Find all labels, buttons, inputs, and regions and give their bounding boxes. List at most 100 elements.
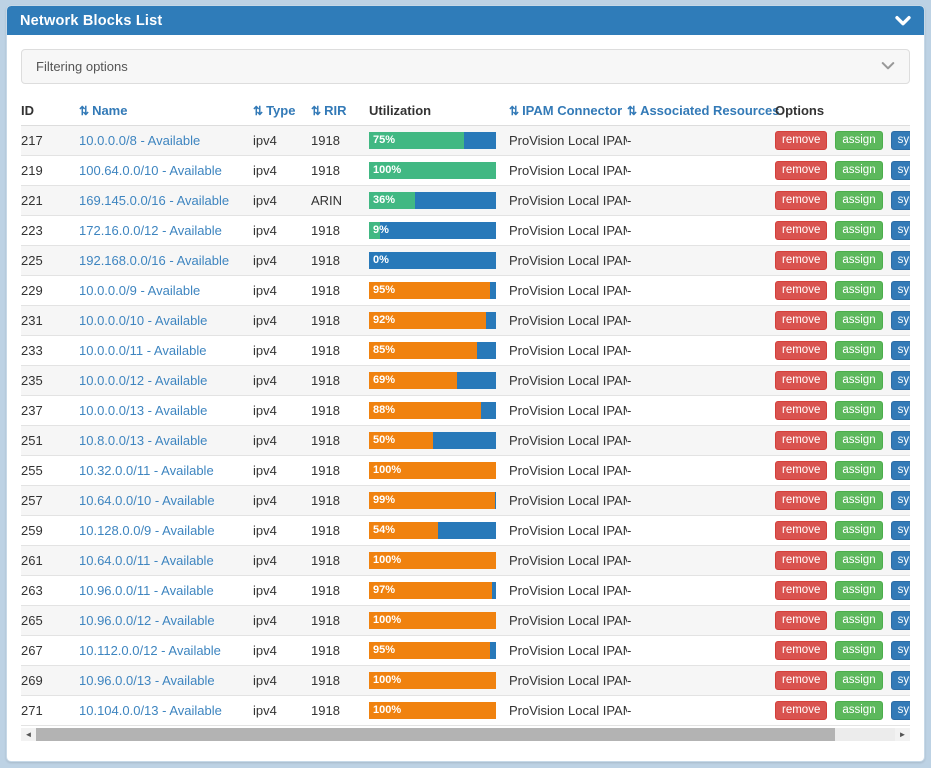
assign-button[interactable]: assign: [835, 521, 883, 540]
remove-button[interactable]: remove: [775, 221, 828, 240]
assign-button[interactable]: assign: [835, 461, 883, 480]
block-name-link[interactable]: 169.145.0.0/16 - Available: [79, 193, 230, 208]
remove-button[interactable]: remove: [775, 311, 828, 330]
block-name-link[interactable]: 10.104.0.0/13 - Available: [79, 703, 222, 718]
assign-button[interactable]: assign: [835, 341, 883, 360]
scrollbar-thumb[interactable]: [36, 728, 835, 741]
block-name-link[interactable]: 10.0.0.0/11 - Available: [79, 343, 207, 358]
block-name-link[interactable]: 100.64.0.0/10 - Available: [79, 163, 222, 178]
col-header-rir[interactable]: ⇅ RIR: [311, 97, 369, 126]
block-name-link[interactable]: 10.64.0.0/11 - Available: [79, 553, 214, 568]
utilization-fill: [369, 432, 433, 449]
assign-button[interactable]: assign: [835, 221, 883, 240]
block-name-link[interactable]: 10.0.0.0/13 - Available: [79, 403, 208, 418]
cell-id: 237: [21, 395, 79, 426]
block-name-link[interactable]: 10.128.0.0/9 - Available: [79, 523, 215, 538]
assign-button[interactable]: assign: [835, 431, 883, 450]
block-name-link[interactable]: 192.168.0.0/16 - Available: [79, 253, 230, 268]
remove-button[interactable]: remove: [775, 161, 828, 180]
block-name-link[interactable]: 10.0.0.0/8 - Available: [79, 133, 201, 148]
remove-button[interactable]: remove: [775, 281, 828, 300]
utilization-bar: 50%: [369, 432, 496, 449]
sync-button[interactable]: sync: [890, 431, 910, 450]
sync-button[interactable]: sync: [890, 371, 910, 390]
remove-button[interactable]: remove: [775, 251, 828, 270]
assign-button[interactable]: assign: [835, 251, 883, 270]
assign-button[interactable]: assign: [835, 581, 883, 600]
assign-button[interactable]: assign: [835, 611, 883, 630]
remove-button[interactable]: remove: [775, 401, 828, 420]
sync-button[interactable]: sync: [890, 641, 910, 660]
sync-button[interactable]: sync: [890, 521, 910, 540]
assign-button[interactable]: assign: [835, 491, 883, 510]
table-row: 231 10.0.0.0/10 - Available ipv4 1918 92…: [21, 305, 910, 336]
cell-type: ipv4: [253, 155, 311, 186]
block-name-link[interactable]: 10.112.0.0/12 - Available: [79, 643, 221, 658]
horizontal-scrollbar[interactable]: ◄ ►: [21, 728, 910, 741]
assign-button[interactable]: assign: [835, 311, 883, 330]
sync-button[interactable]: sync: [890, 341, 910, 360]
sync-button[interactable]: sync: [890, 311, 910, 330]
sync-button[interactable]: sync: [890, 551, 910, 570]
remove-button[interactable]: remove: [775, 461, 828, 480]
sync-button[interactable]: sync: [890, 401, 910, 420]
filtering-options-toggle[interactable]: Filtering options: [21, 49, 910, 84]
sync-button[interactable]: sync: [890, 161, 910, 180]
block-name-link[interactable]: 10.32.0.0/11 - Available: [79, 463, 214, 478]
assign-button[interactable]: assign: [835, 401, 883, 420]
remove-button[interactable]: remove: [775, 371, 828, 390]
remove-button[interactable]: remove: [775, 611, 828, 630]
assign-button[interactable]: assign: [835, 161, 883, 180]
sync-button[interactable]: sync: [890, 221, 910, 240]
sync-button[interactable]: sync: [890, 611, 910, 630]
sync-button[interactable]: sync: [890, 581, 910, 600]
assign-button[interactable]: assign: [835, 671, 883, 690]
remove-button[interactable]: remove: [775, 581, 828, 600]
remove-button[interactable]: remove: [775, 641, 828, 660]
assign-button[interactable]: assign: [835, 371, 883, 390]
col-header-ipam-connector[interactable]: ⇅ IPAM Connector: [509, 97, 627, 126]
sync-button[interactable]: sync: [890, 701, 910, 720]
block-name-link[interactable]: 10.0.0.0/9 - Available: [79, 283, 201, 298]
sync-button[interactable]: sync: [890, 251, 910, 270]
utilization-percent-label: 75%: [373, 134, 396, 146]
cell-rir: 1918: [311, 395, 369, 426]
remove-button[interactable]: remove: [775, 491, 828, 510]
assign-button[interactable]: assign: [835, 701, 883, 720]
remove-button[interactable]: remove: [775, 191, 828, 210]
sync-button[interactable]: sync: [890, 191, 910, 210]
remove-button[interactable]: remove: [775, 551, 828, 570]
remove-button[interactable]: remove: [775, 341, 828, 360]
block-name-link[interactable]: 10.8.0.0/13 - Available: [79, 433, 208, 448]
remove-button[interactable]: remove: [775, 431, 828, 450]
assign-button[interactable]: assign: [835, 191, 883, 210]
chevron-down-icon[interactable]: [895, 15, 911, 27]
assign-button[interactable]: assign: [835, 131, 883, 150]
sync-button[interactable]: sync: [890, 131, 910, 150]
assign-button[interactable]: assign: [835, 551, 883, 570]
remove-button[interactable]: remove: [775, 671, 828, 690]
remove-button[interactable]: remove: [775, 701, 828, 720]
sync-button[interactable]: sync: [890, 281, 910, 300]
col-header-name[interactable]: ⇅ Name: [79, 97, 253, 126]
block-name-link[interactable]: 10.0.0.0/10 - Available: [79, 313, 208, 328]
col-header-type[interactable]: ⇅ Type: [253, 97, 311, 126]
assign-button[interactable]: assign: [835, 641, 883, 660]
block-name-link[interactable]: 10.96.0.0/13 - Available: [79, 673, 215, 688]
block-name-link[interactable]: 10.0.0.0/12 - Available: [79, 373, 208, 388]
col-header-associated-resources[interactable]: ⇅ Associated Resources: [627, 97, 780, 126]
sync-button[interactable]: sync: [890, 491, 910, 510]
remove-button[interactable]: remove: [775, 131, 828, 150]
scroll-right-arrow-icon[interactable]: ►: [895, 728, 910, 741]
scroll-left-arrow-icon[interactable]: ◄: [21, 728, 36, 741]
block-name-link[interactable]: 10.96.0.0/11 - Available: [79, 583, 214, 598]
sync-button[interactable]: sync: [890, 671, 910, 690]
remove-button[interactable]: remove: [775, 521, 828, 540]
scrollbar-track[interactable]: [36, 728, 895, 741]
utilization-percent-label: 100%: [373, 674, 402, 686]
sync-button[interactable]: sync: [890, 461, 910, 480]
block-name-link[interactable]: 10.96.0.0/12 - Available: [79, 613, 215, 628]
assign-button[interactable]: assign: [835, 281, 883, 300]
block-name-link[interactable]: 10.64.0.0/10 - Available: [79, 493, 215, 508]
block-name-link[interactable]: 172.16.0.0/12 - Available: [79, 223, 222, 238]
